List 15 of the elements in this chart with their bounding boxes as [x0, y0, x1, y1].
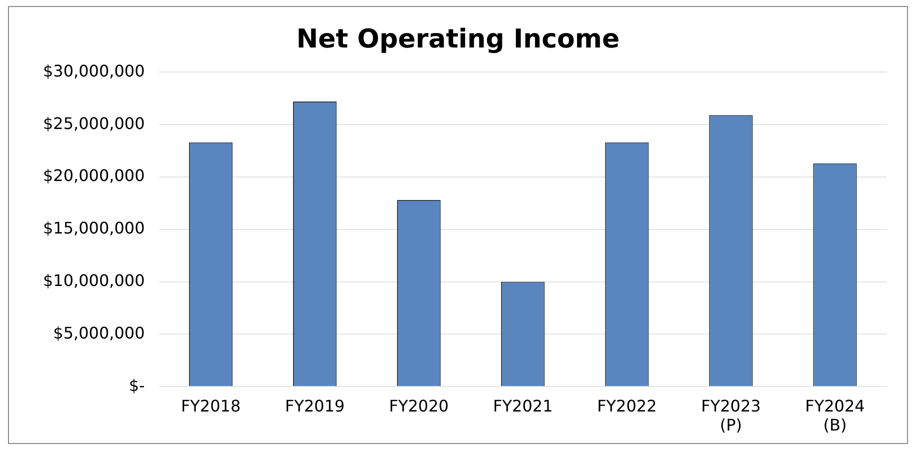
x-tick-label: FY2023 (P): [701, 396, 761, 435]
y-tick-label: $15,000,000: [42, 218, 145, 238]
chart-title: Net Operating Income: [296, 24, 620, 54]
x-tick-label: FY2024 (B): [805, 396, 865, 435]
y-tick-label: $25,000,000: [42, 114, 145, 133]
y-tick-label: $30,000,000: [42, 61, 145, 80]
y-tick-label: $-: [128, 376, 145, 395]
x-tick-label: FY2018: [180, 396, 241, 416]
y-tick-label: $20,000,000: [42, 166, 145, 186]
x-tick-label: FY2019: [284, 396, 345, 416]
x-tick-label: FY2020: [389, 396, 449, 416]
x-tick-label: FY2022: [597, 396, 657, 416]
y-tick-label: $10,000,000: [42, 270, 145, 290]
y-tick-label: $5,000,000: [53, 323, 145, 342]
x-tick-label: FY2021: [493, 396, 553, 416]
